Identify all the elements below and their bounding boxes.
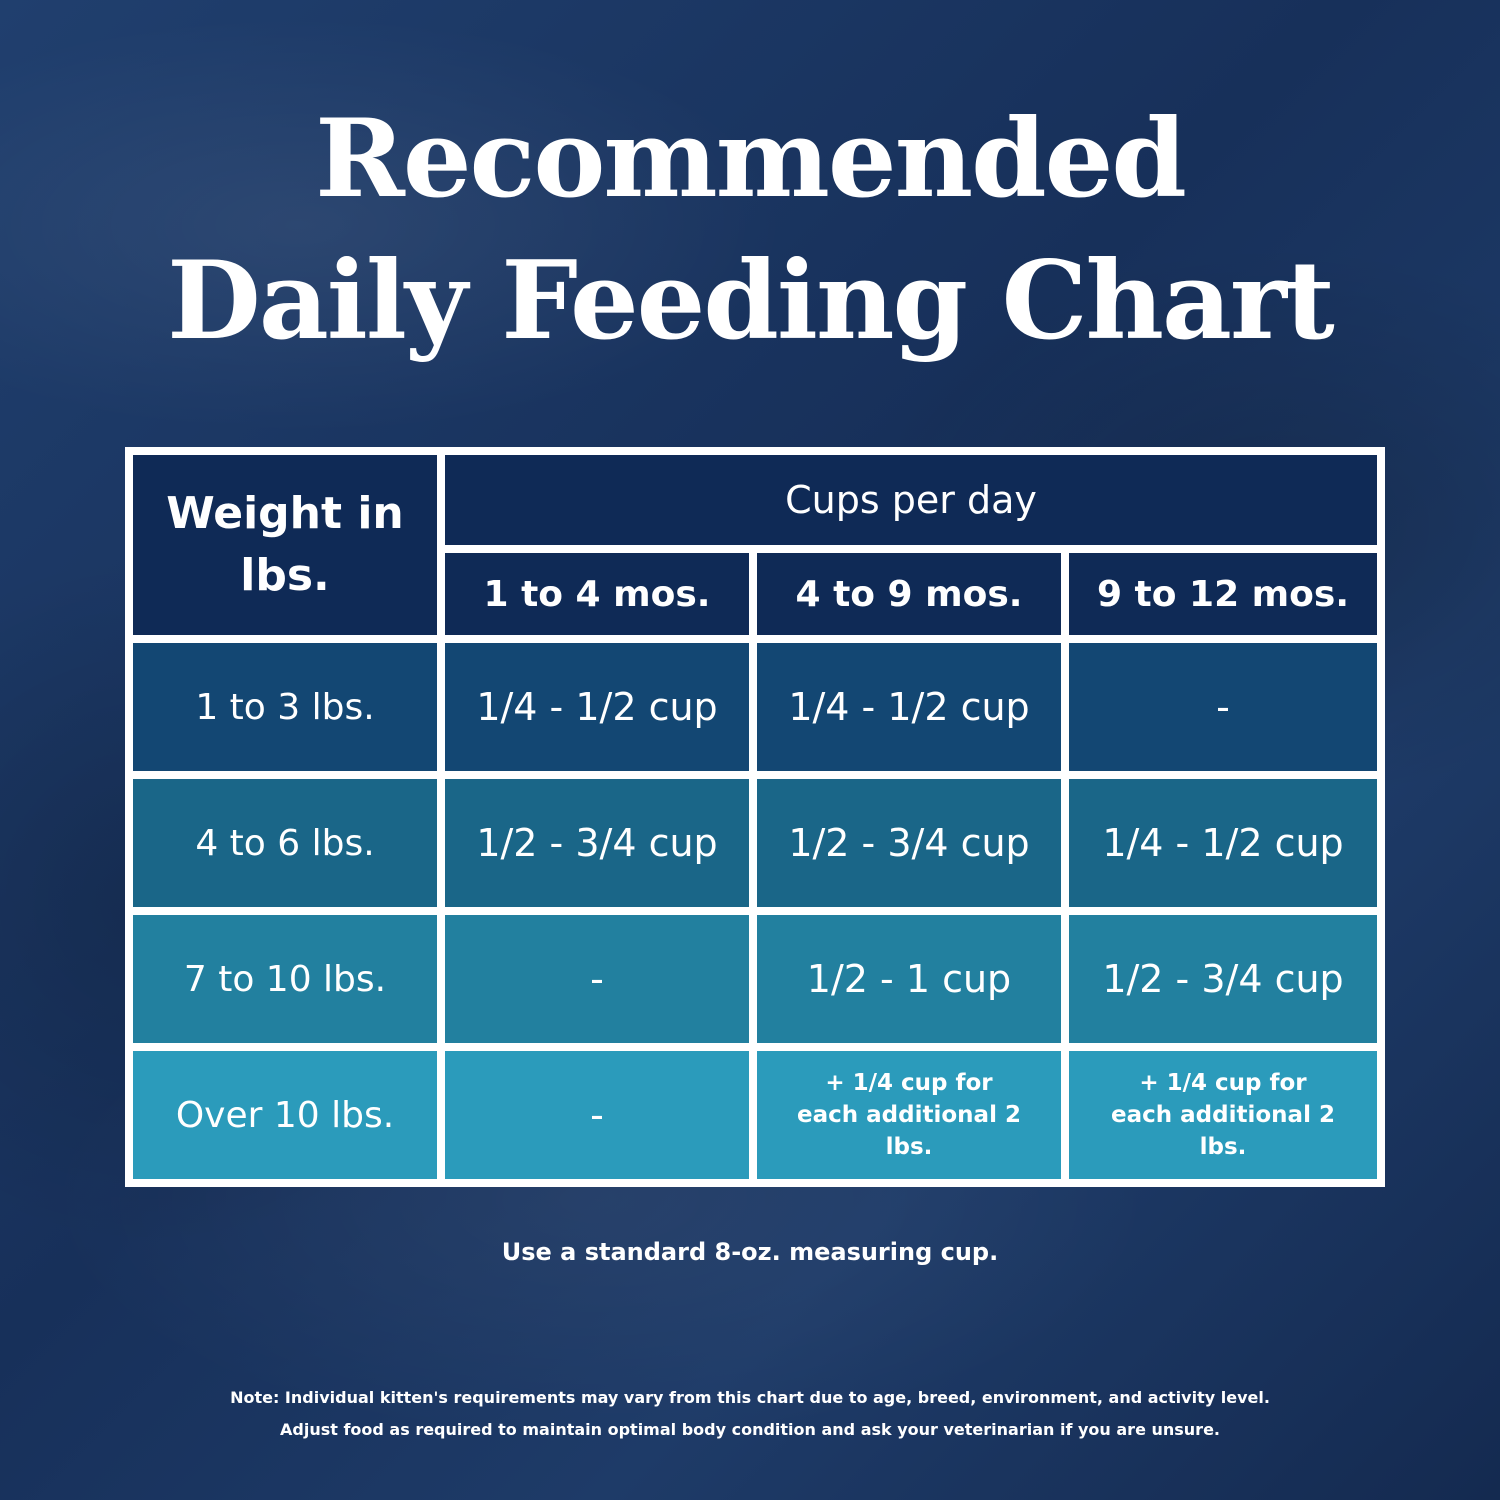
table-cell: 1/4 - 1/2 cup [757,643,1061,771]
weight-1-to-3: 1 to 3 lbs. [133,643,437,771]
chart-title-line-1: Recommended [315,96,1187,222]
table-cell: 1/2 - 3/4 cup [757,779,1061,907]
weight-4-to-6: 4 to 6 lbs. [133,779,437,907]
age-header-9-to-12: 9 to 12 mos. [1069,553,1377,635]
table-cell: 1/2 - 3/4 cup [445,779,749,907]
table-cell: + 1/4 cup for each additional 2 lbs. [757,1051,1061,1179]
weight-over-10: Over 10 lbs. [133,1051,437,1179]
weight-header: Weight in lbs. [133,455,437,635]
age-header-1-to-4: 1 to 4 mos. [445,553,749,635]
age-header-4-to-9: 4 to 9 mos. [757,553,1061,635]
table-cell: 1/4 - 1/2 cup [1069,779,1377,907]
table-cell: 1/2 - 1 cup [757,915,1061,1043]
table-cell: - [445,915,749,1043]
table-cell: - [1069,643,1377,771]
footnote-line-1: Note: Individual kitten's requirements m… [230,1388,1270,1407]
cups-per-day-header: Cups per day [445,455,1377,545]
table-cell: 1/2 - 3/4 cup [1069,915,1377,1043]
table-cell: + 1/4 cup for each additional 2 lbs. [1069,1051,1377,1179]
chart-title: Recommended Daily Feeding Chart [0,88,1500,372]
measuring-cup-note: Use a standard 8-oz. measuring cup. [501,1238,999,1266]
table-cell: - [445,1051,749,1179]
chart-title-line-2: Daily Feeding Chart [167,238,1335,364]
feeding-table: Weight in lbs. Cups per day 1 to 4 mos. … [125,447,1385,1187]
footnote: Note: Individual kitten's requirements m… [180,1382,1320,1446]
weight-7-to-10: 7 to 10 lbs. [133,915,437,1043]
footnote-line-2: Adjust food as required to maintain opti… [280,1420,1220,1439]
table-cell: 1/4 - 1/2 cup [445,643,749,771]
